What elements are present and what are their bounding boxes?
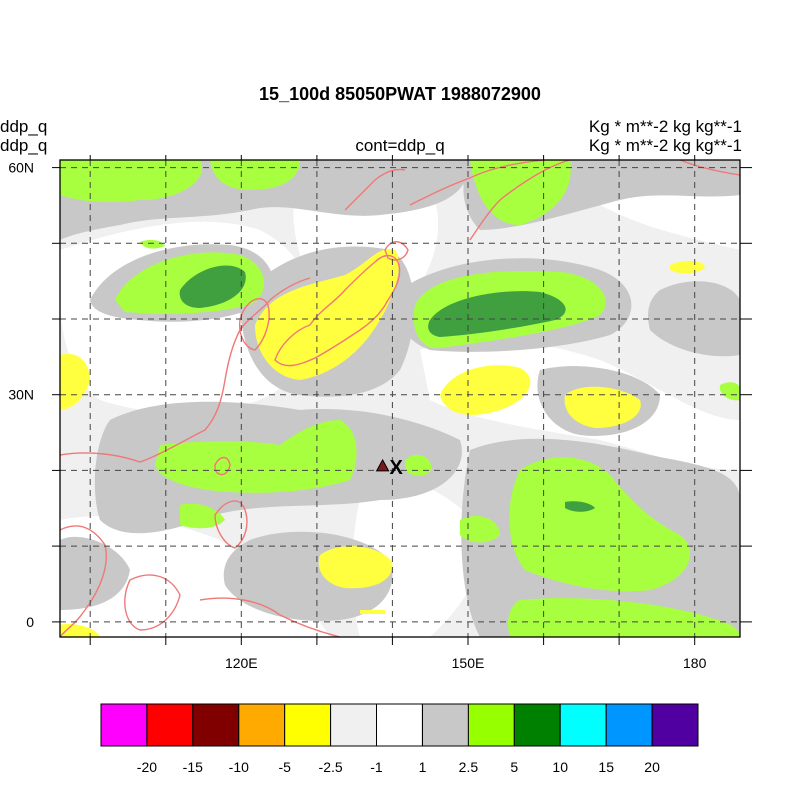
darkgreen-region — [428, 291, 566, 337]
colorbar-swatch — [605, 703, 653, 747]
colorbar-swatch — [467, 703, 515, 747]
center-label: cont=ddp_q — [355, 136, 445, 155]
marker-layer: X — [375, 457, 404, 479]
colorbar-swatch — [559, 703, 607, 747]
gray-region — [648, 281, 740, 357]
lightgreen-region — [719, 382, 740, 401]
colorbar-label: 2.5 — [459, 759, 479, 775]
lon-tick-label: 120E — [225, 655, 258, 671]
lightgreen-region — [470, 160, 571, 225]
lightgreen-region — [460, 515, 500, 543]
colorbar-label: -20 — [137, 759, 157, 775]
x-marker: X — [390, 457, 404, 479]
colorbar-label: 10 — [552, 759, 568, 775]
lightgreen-region — [155, 420, 357, 493]
coastline-sakhalin-kuril — [344, 160, 546, 211]
colorbar-label: -15 — [183, 759, 203, 775]
colorbar-swatch — [284, 703, 332, 747]
lightgreen-region — [210, 160, 300, 190]
lon-tick-label: 180 — [683, 655, 707, 671]
colorbar-label: 20 — [644, 759, 660, 775]
lightgreen-region — [508, 598, 740, 637]
colorbar-label: -10 — [229, 759, 249, 775]
colorbar-swatch — [192, 703, 240, 747]
coastline-indochina — [60, 525, 107, 637]
lat-tick-label: 60N — [8, 160, 34, 176]
colorbar-label: 5 — [510, 759, 518, 775]
colorbar-label: -2.5 — [319, 759, 343, 775]
coastline-taiwan — [214, 456, 231, 476]
colorbar-swatch — [513, 703, 561, 747]
colorbar-label: 1 — [419, 759, 427, 775]
coastline-borneo — [124, 574, 181, 631]
map-border — [59, 159, 741, 638]
map-panel: 120E 150E 180 60N 30N 0 X — [8, 155, 752, 671]
gridline-layer — [60, 160, 740, 637]
coastline-korea — [238, 298, 270, 351]
colorbar-label: 15 — [598, 759, 614, 775]
yellow-region — [60, 353, 90, 410]
lightgreen-region — [180, 503, 225, 529]
axis-ticks — [52, 155, 752, 645]
right-label-1: Kg * m**-2 kg kg**-1 — [588, 117, 742, 136]
colorbar: -20 -15 -10 -5 -2.5 -1 1 2.5 5 10 15 20 — [100, 703, 699, 775]
colorbar-swatch — [422, 703, 469, 747]
yellow-region — [318, 546, 393, 589]
yellow-region — [564, 386, 641, 428]
coastline-alaska — [679, 160, 740, 176]
darkgreen-region — [565, 501, 595, 512]
colorbar-swatch — [146, 703, 194, 747]
yellow-region — [255, 249, 400, 380]
contour-fill-layer — [60, 160, 740, 637]
yellow-region — [440, 365, 531, 415]
yellow-region — [670, 260, 705, 274]
lightgreen-region — [509, 457, 690, 592]
colorbar-swatch — [330, 703, 378, 747]
lightgreen-region — [140, 239, 165, 249]
yellow-region — [360, 610, 385, 614]
lat-tick-label: 0 — [26, 614, 34, 630]
colorbar-label: -1 — [370, 759, 383, 775]
lon-tick-label: 150E — [452, 655, 485, 671]
left-label-1: ddp_q — [0, 117, 48, 136]
axis-labels: 120E 150E 180 60N 30N 0 — [8, 160, 706, 671]
coastline-philippines — [214, 500, 248, 549]
coastline-newguinea — [199, 597, 341, 637]
coastline-japan — [274, 254, 401, 367]
colorbar-swatch — [238, 703, 286, 747]
colorbar-swatch — [651, 703, 699, 747]
coastline-kamchatka — [469, 160, 571, 241]
colorbar-swatch — [100, 703, 148, 747]
lat-tick-label: 30N — [8, 387, 34, 403]
lightgreen-region — [60, 160, 202, 203]
colorbar-label: -5 — [278, 759, 291, 775]
colorbar-swatch — [376, 703, 423, 747]
coastline-china — [60, 277, 311, 463]
triangle-marker-icon — [375, 458, 390, 472]
left-label-2: ddp_q — [0, 136, 48, 155]
plot-title: 15_100d 85050PWAT 1988072900 — [259, 84, 541, 104]
right-label-2: Kg * m**-2 kg kg**-1 — [588, 136, 742, 155]
darkgreen-region — [179, 265, 246, 308]
gray-region — [60, 536, 130, 610]
